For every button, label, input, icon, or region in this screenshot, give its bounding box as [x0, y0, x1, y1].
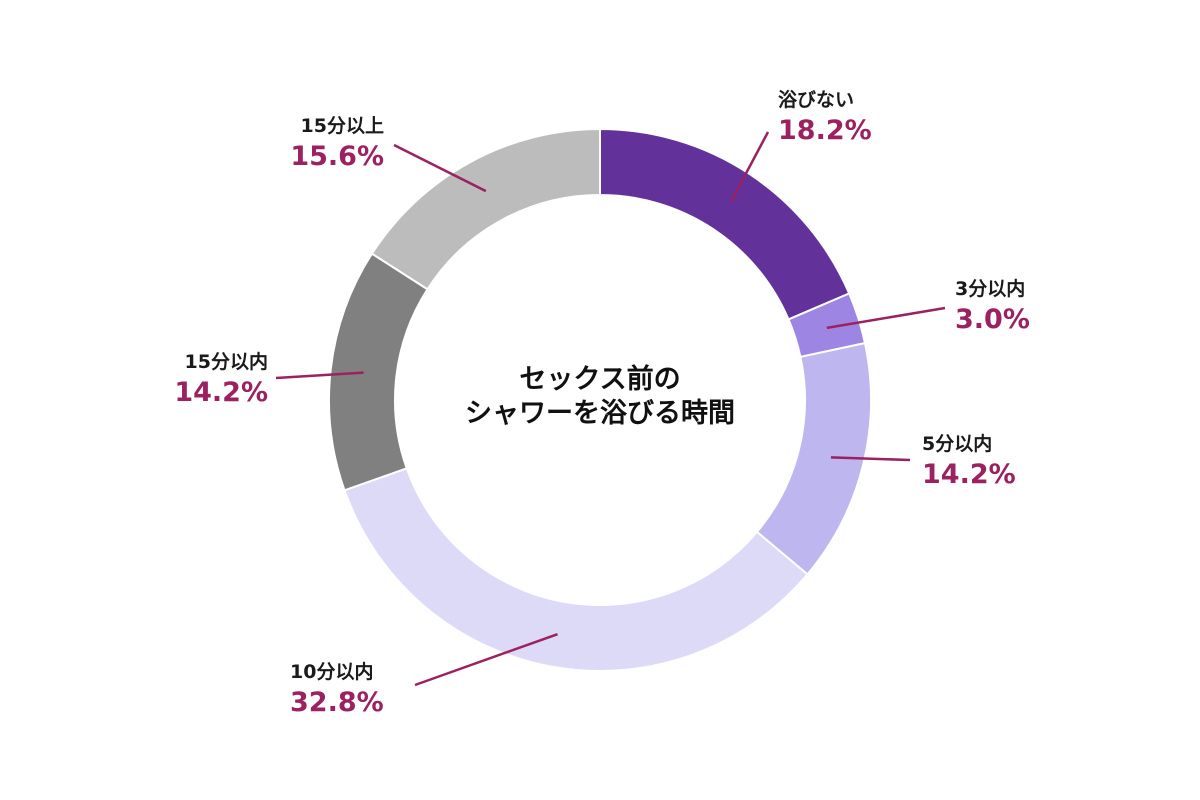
slice-labels: 浴びない 18.2% 3分以内 3.0% 5分以内 14.2% 10分以内 32.8% 15分以…	[174, 89, 1030, 718]
slice-category-label: 5分以内	[922, 432, 992, 455]
leader-line	[730, 131, 770, 202]
slice-category-label: 3分以内	[955, 277, 1025, 300]
donut-segments	[328, 127, 872, 672]
donut-slice	[343, 467, 809, 672]
donut-slice	[328, 252, 429, 492]
slice-value-label: 14.2%	[922, 459, 1016, 490]
leader-line	[393, 143, 487, 193]
donut-slice	[370, 127, 601, 291]
leader-line	[414, 632, 558, 687]
slice-category-label: 15分以上	[301, 115, 384, 137]
slice-value-label: 18.2%	[778, 115, 872, 146]
chart-title-line-2: シャワーを浴びる時間	[465, 398, 735, 429]
chart-title-line-1: セックス前の	[519, 363, 680, 395]
slice-category-label: 浴びない	[778, 89, 854, 111]
leader-line	[275, 371, 364, 380]
slice-category-label: 15分以内	[185, 350, 268, 373]
leader-lines	[275, 131, 946, 687]
slice-category-label: 10分以内	[290, 660, 373, 683]
slice-value-label: 32.8%	[290, 687, 384, 718]
leader-line	[830, 456, 911, 462]
slice-value-label: 14.2%	[174, 377, 268, 408]
donut-slice	[599, 127, 851, 321]
slice-value-label: 15.6%	[290, 141, 384, 172]
slice-value-label: 3.0%	[955, 304, 1030, 335]
leader-line	[826, 306, 946, 330]
